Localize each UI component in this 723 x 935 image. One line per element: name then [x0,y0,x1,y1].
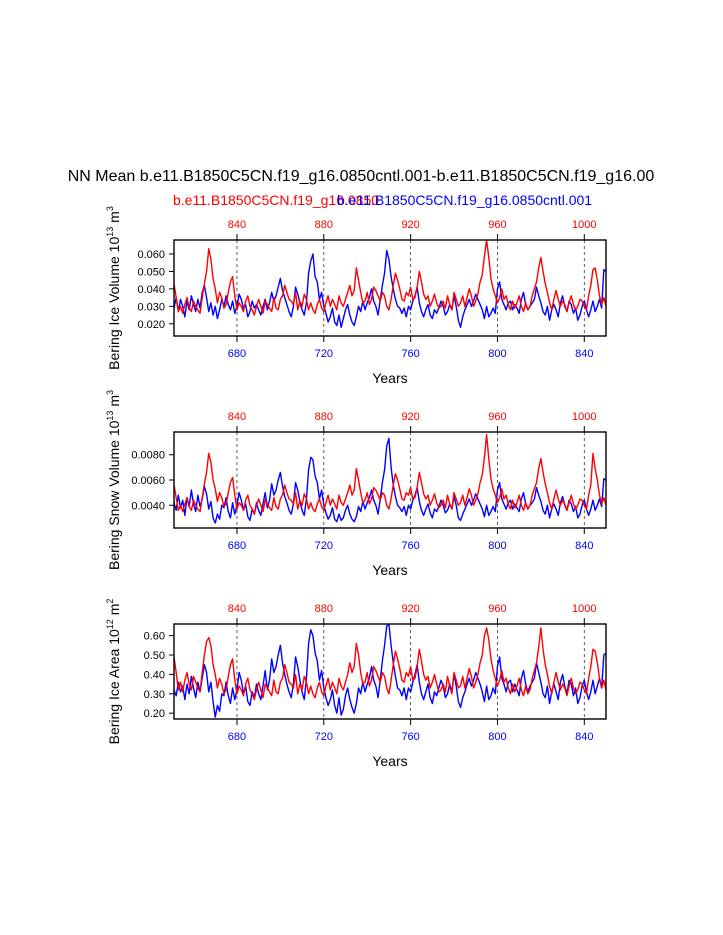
x-tick-label-top: 840 [228,219,246,231]
y-tick-label: 0.60 [144,631,165,643]
y-label-ylabel-base: Bering Snow Volume 10 [106,420,122,570]
figure-title: NN Mean b.e11.B1850C5CN.f19_g16.0850cntl… [68,168,655,185]
legend: b.e11.B1850C5CN.f19_g16.0850 b.e11.B1850… [173,192,592,208]
series-line-red [174,627,606,701]
x-tick-label-top: 880 [315,219,333,231]
y-label-ylabel-unit-exp: 3 [105,206,115,211]
series-line-red [174,240,606,316]
x-tick-label-top: 920 [401,219,419,231]
y-tick-label: 0.0080 [131,450,165,462]
y-axis-label: Bering Ice Area 1012 m2 [105,599,122,745]
x-tick-label-bottom: 680 [228,731,246,743]
x-axis-label: Years [372,370,407,386]
y-label-ylabel-unit-exp: 3 [105,390,115,395]
y-label-ylabel-exp: 13 [105,227,115,237]
x-tick-label-top: 1000 [572,219,596,231]
series-line-red [174,433,606,515]
x-axis-label: Years [372,753,407,769]
x-tick-label-top: 960 [488,603,506,615]
x-tick-label-bottom: 760 [401,348,419,360]
y-label-unit: m [106,211,122,227]
series-line-blue [174,437,606,524]
x-tick-label-top: 920 [401,411,419,423]
chart-panel-1: 680 720 760 800 840 840 880 920 960 1000 0.020 0.03… [105,206,607,386]
x-tick-label-bottom: 720 [315,731,333,743]
x-tick-label-bottom: 840 [575,731,593,743]
y-tick-label: 0.030 [137,301,165,313]
y-axis-label: Bering Ice Volume 1013 m3 [105,206,122,370]
x-tick-label-top: 1000 [572,603,596,615]
series-line-blue [174,624,606,718]
x-tick-label-bottom: 680 [228,348,246,360]
y-tick-label: 0.50 [144,650,165,662]
legend-red-label: b.e11.B1850C5CN.f19_g16.0850 [173,192,379,208]
y-tick-label: 0.020 [137,319,165,331]
y-label-unit: m [106,604,122,620]
x-tick-label-bottom: 760 [401,731,419,743]
chart-panel-2: 680 720 760 800 840 840 880 920 960 1000 0.0040 0.0… [105,390,607,578]
y-label-ylabel-base: Bering Ice Volume 10 [106,237,122,370]
x-tick-label-bottom: 800 [488,348,506,360]
x-tick-label-bottom: 800 [488,540,506,552]
x-tick-label-bottom: 680 [228,540,246,552]
x-tick-label-bottom: 840 [575,348,593,360]
y-tick-label: 0.0040 [131,500,165,512]
x-tick-label-top: 880 [315,603,333,615]
x-tick-label-top: 1000 [572,411,596,423]
x-tick-label-top: 840 [228,411,246,423]
y-label-ylabel-unit-exp: 2 [105,599,115,604]
y-tick-label: 0.30 [144,689,165,701]
x-tick-label-bottom: 720 [315,540,333,552]
legend-blue-label: b.e11.B1850C5CN.f19_g16.0850cntl.001 [337,192,592,208]
y-tick-label: 0.40 [144,669,165,681]
series-line-blue [174,249,606,328]
x-tick-label-top: 920 [401,603,419,615]
plot-frame [173,623,607,720]
y-axis-label: Bering Snow Volume 1013 m3 [105,390,122,570]
chart-panel-3: 680 720 760 800 840 840 880 920 960 1000 0.20 0.30 0… [105,599,607,769]
x-axis-label: Years [372,562,407,578]
y-tick-label: 0.050 [137,266,165,278]
x-tick-label-top: 960 [488,219,506,231]
y-label-ylabel-exp: 13 [105,411,115,421]
x-tick-label-bottom: 840 [575,540,593,552]
y-tick-label: 0.20 [144,708,165,720]
y-label-unit: m [106,395,122,411]
x-tick-label-top: 880 [315,411,333,423]
x-tick-label-bottom: 720 [315,348,333,360]
y-tick-label: 0.060 [137,249,165,261]
y-label-ylabel-exp: 12 [105,619,115,629]
plot-frame [173,239,607,337]
y-tick-label: 0.040 [137,284,165,296]
chart-panels: 680 720 760 800 840 840 880 920 960 1000 0.020 0.03… [105,206,607,769]
y-label-ylabel-base: Bering Ice Area 10 [106,629,122,744]
x-tick-label-top: 840 [228,603,246,615]
x-tick-label-bottom: 760 [401,540,419,552]
y-tick-label: 0.0060 [131,475,165,487]
x-tick-label-bottom: 800 [488,731,506,743]
x-tick-label-top: 960 [488,411,506,423]
